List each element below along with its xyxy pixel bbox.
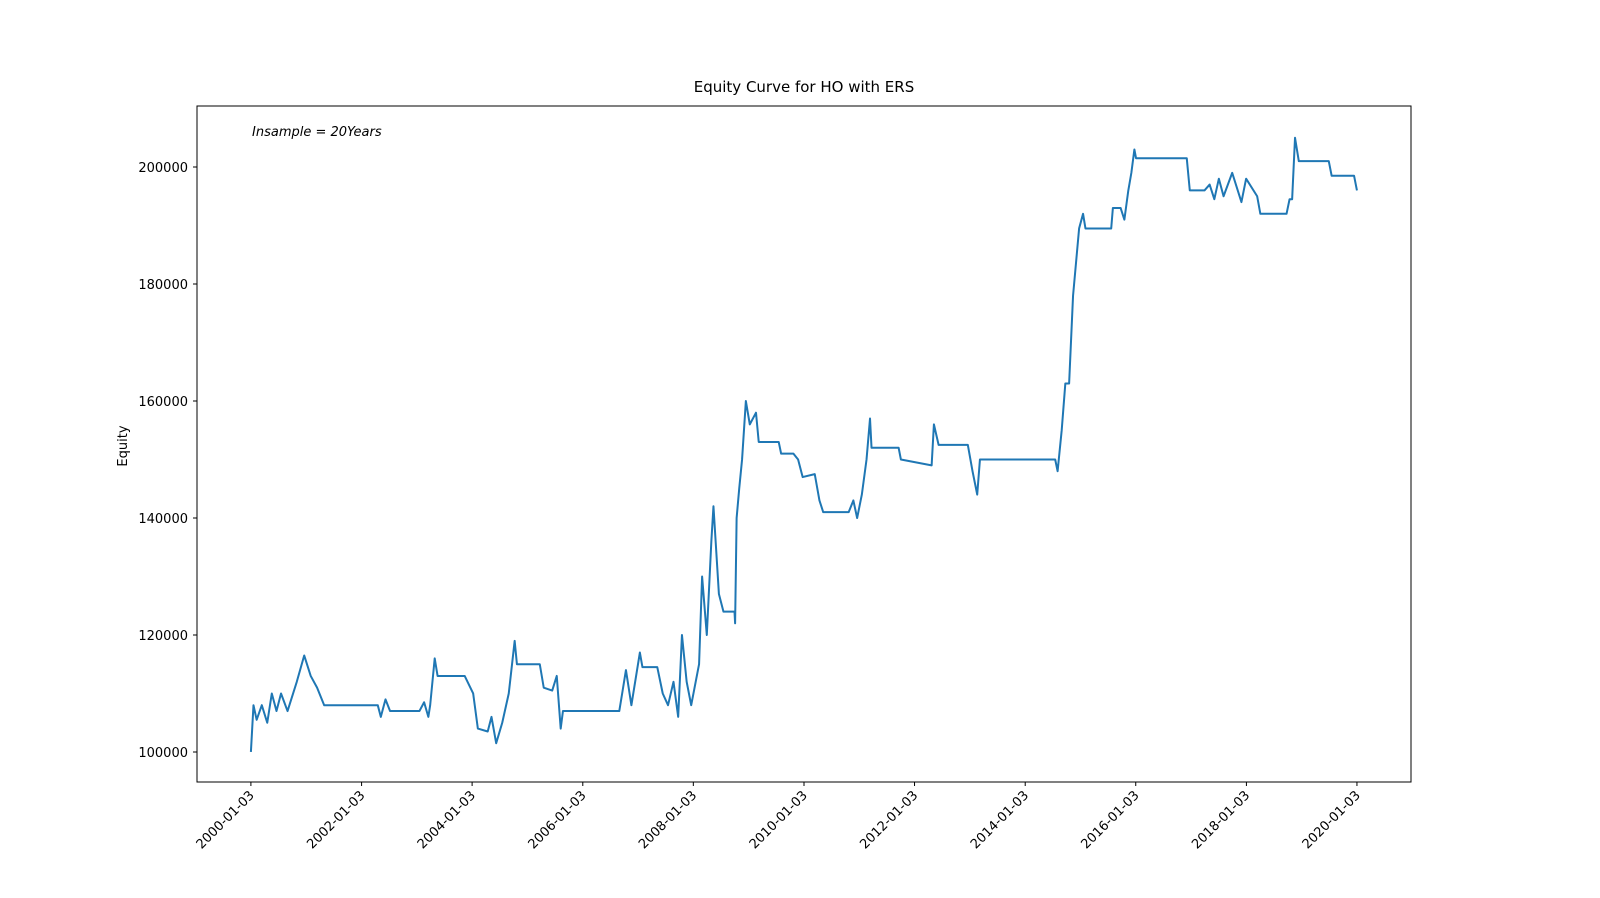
x-tick-label: 2014-01-03 (968, 788, 1032, 852)
x-tick-label: 2006-01-03 (526, 788, 590, 852)
x-tick-label: 2012-01-03 (857, 788, 921, 852)
x-tick-label: 2010-01-03 (747, 788, 811, 852)
plot-frame (196, 105, 1412, 783)
x-tick-label: 2000-01-03 (194, 788, 258, 852)
x-tick-label: 2020-01-03 (1300, 788, 1364, 852)
y-tick-label: 120000 (138, 629, 188, 644)
annotation: Insample = 20Years (252, 125, 382, 140)
chart-title: Equity Curve for HO with ERS (694, 78, 914, 96)
y-axis-label: Equity (116, 425, 131, 466)
x-tick-label: 2004-01-03 (415, 788, 479, 852)
y-tick-label: 100000 (138, 746, 188, 761)
y-tick-label: 160000 (138, 395, 188, 410)
y-tick-label: 140000 (138, 512, 188, 527)
x-tick-label: 2016-01-03 (1079, 788, 1143, 852)
x-tick-label: 2018-01-03 (1189, 788, 1253, 852)
y-tick-label: 200000 (138, 161, 188, 176)
x-tick-label: 2002-01-03 (304, 788, 368, 852)
x-tick-label: 2008-01-03 (636, 788, 700, 852)
equity-line (249, 136, 1358, 753)
y-tick-label: 180000 (138, 278, 188, 293)
